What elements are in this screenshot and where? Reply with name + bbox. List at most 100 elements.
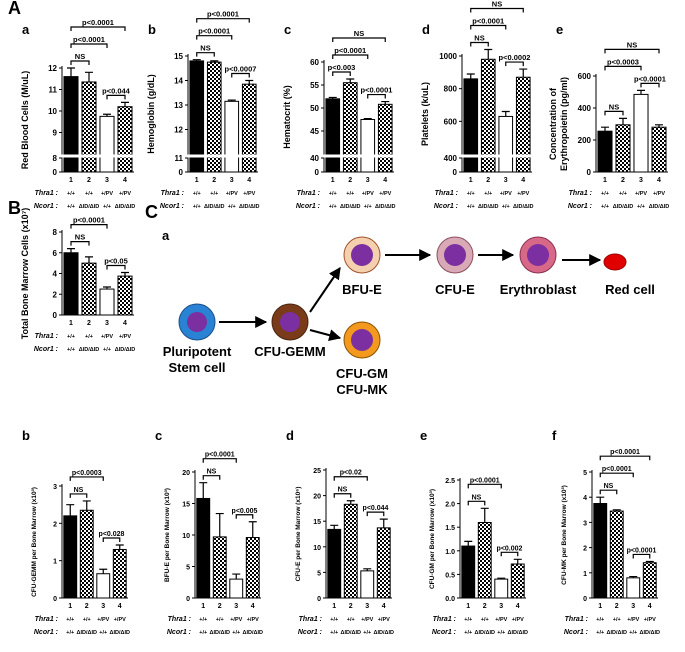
- category-label: 4: [516, 603, 520, 610]
- nucleus: [351, 244, 373, 266]
- category-label: 3: [105, 320, 109, 327]
- significance-bracket: [470, 7, 524, 13]
- bar: [212, 536, 227, 599]
- genotype-value: ΔID/ΔID: [341, 630, 361, 636]
- y-tick-label: 40: [310, 154, 319, 163]
- y-axis-label: Erythropoietin (pg/ml): [559, 77, 569, 171]
- genotype-value: ΔID/ΔID: [478, 204, 498, 210]
- genotype-value: +/+: [193, 204, 201, 210]
- error-bar: [67, 67, 75, 77]
- bar-chart: e Concentration of Erythropoietin (pg/ml) 0…: [548, 22, 669, 210]
- error-bar: [346, 78, 355, 83]
- error-bar: [501, 110, 510, 117]
- genotype-label: Ncor1 :: [34, 346, 58, 353]
- nucleus: [444, 244, 466, 266]
- bar-chart: c BFU-E per Bone Marrow (x10³) 0 5 10 15 20 1 +/…: [155, 428, 263, 636]
- lineage-diagram: C a: [145, 202, 627, 359]
- axis-break: [320, 154, 394, 158]
- genotype-value: +/+: [613, 617, 621, 623]
- error-bar: [655, 124, 663, 128]
- y-tick-label: 0.5: [445, 572, 455, 579]
- error-bar: [215, 512, 224, 537]
- y-tick-label: 11: [49, 86, 58, 95]
- genotype-label: Thra1 :: [35, 190, 58, 197]
- y-tick-label: 3: [583, 520, 587, 527]
- bar: [117, 106, 133, 173]
- error-bar: [67, 248, 75, 253]
- genotype-value: +/+: [67, 347, 75, 353]
- category-label: 1: [469, 177, 473, 184]
- bar: [597, 130, 613, 173]
- significance-bracket: [202, 475, 221, 480]
- genotype-value: ΔID/ΔID: [243, 630, 263, 636]
- significance-bracket: [500, 551, 519, 557]
- y-tick-label: 14: [174, 77, 183, 86]
- bar: [626, 577, 641, 599]
- bar: [96, 573, 111, 599]
- y-tick-label: 600: [444, 117, 458, 126]
- significance-bracket: [70, 224, 108, 229]
- genotype-value: +/PV: [230, 617, 242, 623]
- genotype-value: +/+: [329, 191, 337, 197]
- genotype-value: +/PV: [97, 617, 109, 623]
- error-bar: [601, 126, 609, 132]
- y-tick-label: 15: [313, 519, 321, 526]
- bar: [63, 252, 79, 316]
- genotype-value: ΔID/ΔID: [204, 204, 224, 210]
- bar: [63, 76, 79, 173]
- bar: [81, 81, 97, 173]
- bar: [477, 521, 492, 599]
- y-tick-label: 1.0: [445, 549, 455, 556]
- significance-bracket: [604, 48, 660, 54]
- panel-label: c: [155, 428, 162, 443]
- genotype-value: +/+: [67, 334, 75, 340]
- genotype-value: +/+: [484, 191, 492, 197]
- genotype-label: Ncor1 :: [434, 203, 458, 210]
- y-tick-label: 25: [313, 468, 321, 475]
- y-axis-label: Total Bone Marrow Cells (x10⁷): [20, 208, 30, 340]
- significance-label: NS: [75, 233, 85, 242]
- genotype-value: +/+: [619, 191, 627, 197]
- significance-bracket: [196, 35, 233, 40]
- y-tick-label: 5: [317, 570, 321, 577]
- bar: [510, 563, 525, 599]
- genotype-value: ΔID/ΔID: [115, 347, 135, 353]
- significance-label: NS: [74, 487, 84, 494]
- category-label: 2: [87, 320, 91, 327]
- category-label: 4: [383, 177, 387, 184]
- panel-label: b: [148, 22, 156, 37]
- genotype-value: +/+: [467, 191, 475, 197]
- y-tick-label: 0: [179, 168, 184, 177]
- bar: [342, 82, 358, 173]
- genotype-value: +/+: [66, 617, 74, 623]
- genotype-value: +/+: [85, 191, 93, 197]
- genotype-value: +/PV: [517, 191, 529, 197]
- y-tick-label: 0: [583, 596, 587, 603]
- bar: [99, 288, 115, 316]
- bar-chart: f CFU-MK per Bone Marrow (x10³) 0 1 2 3 4 5 1 +/+…: [552, 428, 660, 636]
- error-bar: [103, 113, 111, 117]
- error-bar: [245, 79, 254, 85]
- genotype-value: +/+: [85, 334, 93, 340]
- significance-bracket: [70, 241, 90, 246]
- y-tick-label: 8: [53, 154, 58, 163]
- category-label: 1: [598, 603, 602, 610]
- significance-bracket: [332, 54, 369, 60]
- category-label: 2: [348, 177, 352, 184]
- node-label: Erythroblast: [500, 282, 577, 297]
- category-label: 3: [234, 603, 238, 610]
- significance-bracket: [604, 110, 624, 116]
- significance-label: p<0.0001: [634, 74, 666, 83]
- significance-label: p<0.0003: [72, 470, 102, 477]
- genotype-value: +/+: [502, 204, 510, 210]
- genotype-value: +/PV: [361, 617, 373, 623]
- arrow: [309, 329, 342, 342]
- significance-bracket: [599, 455, 651, 461]
- genotype-value: +/+: [67, 191, 75, 197]
- category-label: 4: [118, 603, 122, 610]
- significance-bracket: [366, 511, 385, 517]
- genotype-label: Thra1 :: [168, 616, 191, 623]
- y-tick-label: 12: [174, 126, 183, 135]
- significance-bracket: [196, 18, 250, 23]
- genotype-label: Ncor1 :: [432, 629, 456, 636]
